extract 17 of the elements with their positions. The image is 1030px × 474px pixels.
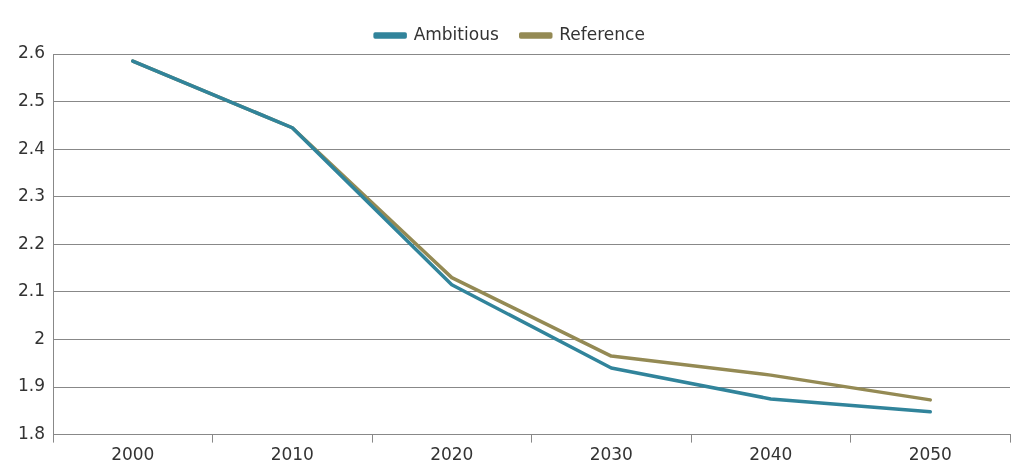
x-tick-label: 2050 bbox=[908, 444, 952, 465]
legend-label: Reference bbox=[559, 23, 645, 44]
y-tick-label: 2.4 bbox=[17, 137, 46, 158]
y-tick-label: 1.8 bbox=[17, 423, 46, 444]
y-tick-label: 2.2 bbox=[17, 232, 46, 253]
x-tick-label: 2040 bbox=[749, 444, 793, 465]
x-tick-label: 2020 bbox=[430, 444, 474, 465]
x-tick-label: 2010 bbox=[270, 444, 314, 465]
legend-label: Ambitious bbox=[413, 23, 499, 44]
x-tick-label: 2000 bbox=[111, 444, 155, 465]
y-tick-label: 2.1 bbox=[17, 280, 46, 301]
y-tick-label: 1.9 bbox=[17, 375, 46, 396]
y-tick-label: 2.3 bbox=[17, 185, 46, 206]
y-tick-label: 2.6 bbox=[17, 42, 46, 63]
x-tick-label: 2030 bbox=[589, 444, 633, 465]
y-tick-label: 2.5 bbox=[17, 90, 46, 110]
y-tick-label: 2 bbox=[34, 327, 46, 348]
